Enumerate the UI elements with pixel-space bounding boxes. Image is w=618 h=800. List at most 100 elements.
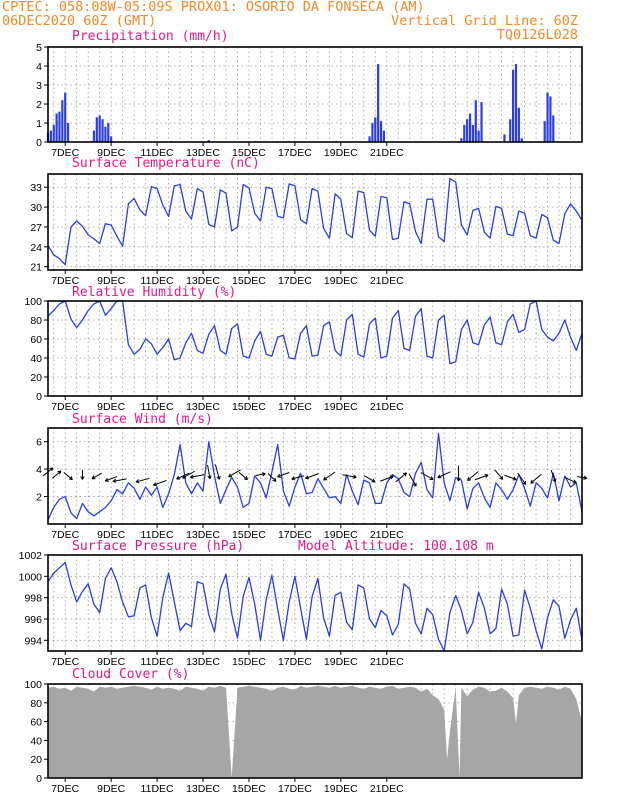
cloud-ytick-label: 100 (24, 679, 42, 691)
precip-bar (368, 136, 371, 142)
precip-bar (543, 121, 546, 142)
precip-bar (66, 123, 70, 142)
cloud-xtick-label: 21DEC (370, 783, 404, 795)
precip-bar (110, 136, 113, 142)
wind-direction-arrow (291, 475, 304, 481)
rh-xtick-label: 9DEC (97, 401, 125, 413)
cloud-ytick-label: 60 (30, 717, 42, 729)
rh-xtick-label: 17DEC (278, 401, 312, 413)
precip-bar (514, 64, 518, 142)
wind-xtick-label: 13DEC (186, 529, 220, 541)
precip-bar (477, 130, 480, 142)
wind-direction-arrow (437, 471, 451, 479)
precip-xtick-label: 17DEC (278, 147, 312, 159)
pressure-ytick-label: 1000 (19, 571, 43, 583)
precip-bar (503, 134, 506, 142)
precip-panel: 0 1 2 3 4 5 7DEC 9DEC 11DEC 13DEC 15DEC 17DEC 19DEC 2… (36, 42, 583, 159)
precip-bar (101, 119, 104, 142)
cloud-title: Cloud Cover (%) (72, 667, 189, 682)
wind-direction-arrow (80, 469, 85, 480)
wind-direction-arrow (467, 471, 479, 481)
wind-direction-arrow (255, 472, 266, 477)
temp-frame (47, 173, 583, 271)
precip-bar (95, 117, 98, 142)
precip-bar (474, 100, 477, 142)
rh-panel: 0 20 40 60 80 100 7DEC 9DEC 11DEC 13DEC 15DEC 17DEC… (24, 296, 583, 413)
precip-xtick-label: 11DEC (141, 147, 174, 159)
wind-direction-arrow (342, 474, 357, 479)
precip-bar (374, 117, 377, 142)
wind-direction-arrow (494, 469, 504, 480)
precip-bar (466, 119, 469, 142)
wind-direction-arrow (214, 464, 221, 480)
precip-bar (107, 123, 110, 142)
precip-bar (549, 96, 552, 142)
wind-direction-arrow (564, 476, 577, 484)
wind-series-line (47, 432, 583, 521)
wind-direction-arrow (395, 472, 407, 483)
temp-ytick-label: 21 (30, 262, 42, 274)
wind-direction-arrow (474, 473, 489, 481)
wind-direction-arrow (190, 474, 205, 479)
precip-bar (92, 130, 96, 142)
pressure-ytick-label: 998 (24, 593, 42, 605)
wind-direction-arrow (182, 470, 195, 479)
precip-bar (52, 124, 55, 142)
precip-bar (98, 115, 101, 142)
pressure-xtick-label: 7DEC (51, 656, 79, 668)
rh-xtick-label: 11DEC (141, 401, 174, 413)
cloud-xtick-label: 15DEC (232, 783, 266, 795)
wind-direction-arrow (63, 472, 73, 481)
temp-ytick-label: 24 (30, 242, 42, 254)
precip-bar (377, 64, 380, 142)
precip-bar (58, 111, 61, 142)
precip-frame (47, 46, 583, 143)
rh-xtick-label: 7DEC (51, 401, 79, 413)
pressure-title: Surface Pressure (hPa) (72, 539, 244, 554)
precip-xtick-label: 19DEC (324, 147, 358, 159)
wind-direction-arrow (104, 476, 118, 482)
precip-xtick-label: 21DEC (370, 147, 404, 159)
header-grid-note: Vertical Grid Line: 60Z (391, 13, 578, 29)
model-altitude-note: Model Altitude: 100.108 m (298, 539, 494, 554)
rh-title: Relative Humidity (%) (72, 285, 236, 300)
wind-direction-arrow (305, 473, 319, 480)
wind-title: Surface Wind (m/s) (72, 412, 213, 427)
cloud-cover-area (48, 685, 582, 778)
precip-bar (552, 115, 555, 142)
pressure-xtick-label: 9DEC (97, 656, 125, 668)
precip-bar (49, 130, 52, 142)
temp-xtick-label: 11DEC (141, 275, 174, 287)
pressure-xtick-label: 11DEC (141, 656, 174, 668)
rh-xtick-label: 15DEC (232, 401, 266, 413)
temp-series-line (47, 177, 583, 266)
wind-direction-arrow (277, 472, 290, 478)
precip-bar (460, 138, 463, 142)
rh-xtick-label: 13DEC (186, 401, 220, 413)
header-model-id: TQ0126L028 (497, 27, 578, 43)
precip-xtick-label: 13DEC (186, 147, 220, 159)
precip-bar (511, 69, 515, 142)
precip-bar (509, 119, 512, 142)
wind-direction-arrow (153, 479, 167, 487)
cloud-xtick-label: 7DEC (51, 783, 79, 795)
precip-title: Precipitation (mm/h) (72, 29, 229, 44)
wind-xtick-label: 19DEC (324, 529, 358, 541)
wind-ytick-label: 2 (36, 492, 42, 504)
wind-frame (47, 427, 583, 525)
temp-xtick-label: 9DEC (97, 275, 125, 287)
pressure-ytick-label: 996 (24, 614, 42, 626)
precip-bar (546, 92, 549, 142)
cloud-ytick-label: 0 (36, 773, 42, 785)
precip-bar (371, 123, 374, 142)
rh-frame (47, 300, 583, 397)
temp-xtick-label: 13DEC (186, 275, 220, 287)
wind-direction-arrow (420, 472, 434, 480)
temp-panel: 21 24 27 30 33 7DEC 9DEC 11DEC 13DEC 15DEC 17DEC 19… (30, 173, 583, 287)
cloud-frame (47, 683, 583, 779)
wind-direction-arrow (135, 477, 150, 484)
cloud-xtick-label: 9DEC (97, 783, 125, 795)
wind-direction-arrow (267, 473, 277, 482)
precip-bar (468, 113, 472, 142)
wind-direction-arrow (52, 470, 62, 479)
